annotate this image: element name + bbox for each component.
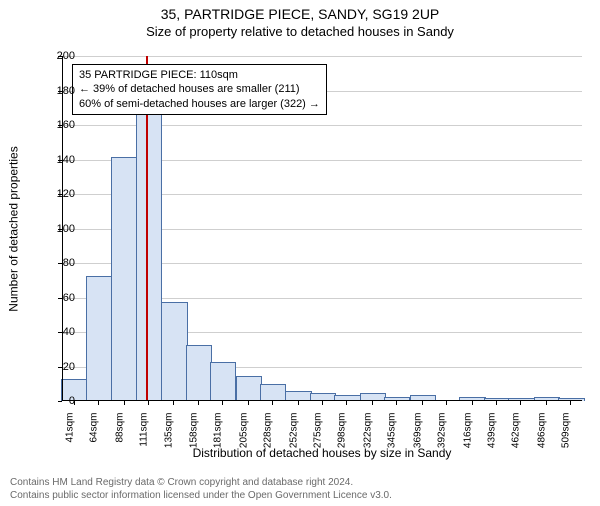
annotation-line-3: 60% of semi-detached houses are larger (…	[79, 97, 320, 111]
x-axis-line	[62, 400, 582, 401]
y-tick-label: 120	[40, 188, 75, 200]
y-tick-label: 40	[40, 326, 75, 338]
histogram-bar	[136, 110, 162, 401]
footer-line-2: Contains public sector information licen…	[10, 490, 392, 503]
x-tick	[98, 401, 99, 405]
footer-line-1: Contains HM Land Registry data © Crown c…	[10, 477, 392, 490]
x-axis-label: Distribution of detached houses by size …	[62, 446, 582, 460]
x-tick	[472, 401, 473, 405]
chart-title-sub: Size of property relative to detached ho…	[0, 24, 600, 39]
chart-title-main: 35, PARTRIDGE PIECE, SANDY, SG19 2UP	[0, 6, 600, 22]
y-tick-label: 160	[40, 119, 75, 131]
x-tick	[173, 401, 174, 405]
x-tick	[248, 401, 249, 405]
x-tick	[346, 401, 347, 405]
x-tick	[446, 401, 447, 405]
histogram-bar	[236, 376, 262, 401]
y-tick-label: 140	[40, 154, 75, 166]
annotation-line-1: 35 PARTRIDGE PIECE: 110sqm	[79, 68, 320, 82]
x-tick	[570, 401, 571, 405]
histogram-bar	[186, 345, 212, 401]
y-tick-label: 180	[40, 85, 75, 97]
histogram-bar	[161, 302, 187, 401]
x-tick	[272, 401, 273, 405]
x-tick	[322, 401, 323, 405]
y-tick-label: 200	[40, 50, 75, 62]
y-tick-label: 80	[40, 257, 75, 269]
gridline	[62, 56, 582, 57]
y-tick-label: 60	[40, 292, 75, 304]
plot-area: 41sqm64sqm88sqm111sqm135sqm158sqm181sqm2…	[62, 56, 582, 401]
x-tick	[124, 401, 125, 405]
annotation-line-2: ← 39% of detached houses are smaller (21…	[79, 82, 320, 96]
histogram-bar	[86, 276, 112, 401]
x-tick	[422, 401, 423, 405]
histogram-bar	[260, 384, 286, 401]
histogram-bar	[210, 362, 236, 401]
annotation-box: 35 PARTRIDGE PIECE: 110sqm ← 39% of deta…	[72, 64, 327, 115]
x-tick	[222, 401, 223, 405]
x-tick	[298, 401, 299, 405]
histogram-bar	[111, 157, 137, 401]
x-tick	[372, 401, 373, 405]
x-tick	[496, 401, 497, 405]
footer-attribution: Contains HM Land Registry data © Crown c…	[10, 477, 392, 502]
y-tick-label: 20	[40, 361, 75, 373]
y-tick-label: 100	[40, 223, 75, 235]
y-axis-label: Number of detached properties	[6, 56, 22, 401]
x-tick	[520, 401, 521, 405]
x-tick	[396, 401, 397, 405]
x-tick	[148, 401, 149, 405]
x-tick	[198, 401, 199, 405]
y-tick-label: 0	[40, 395, 75, 407]
x-tick	[546, 401, 547, 405]
